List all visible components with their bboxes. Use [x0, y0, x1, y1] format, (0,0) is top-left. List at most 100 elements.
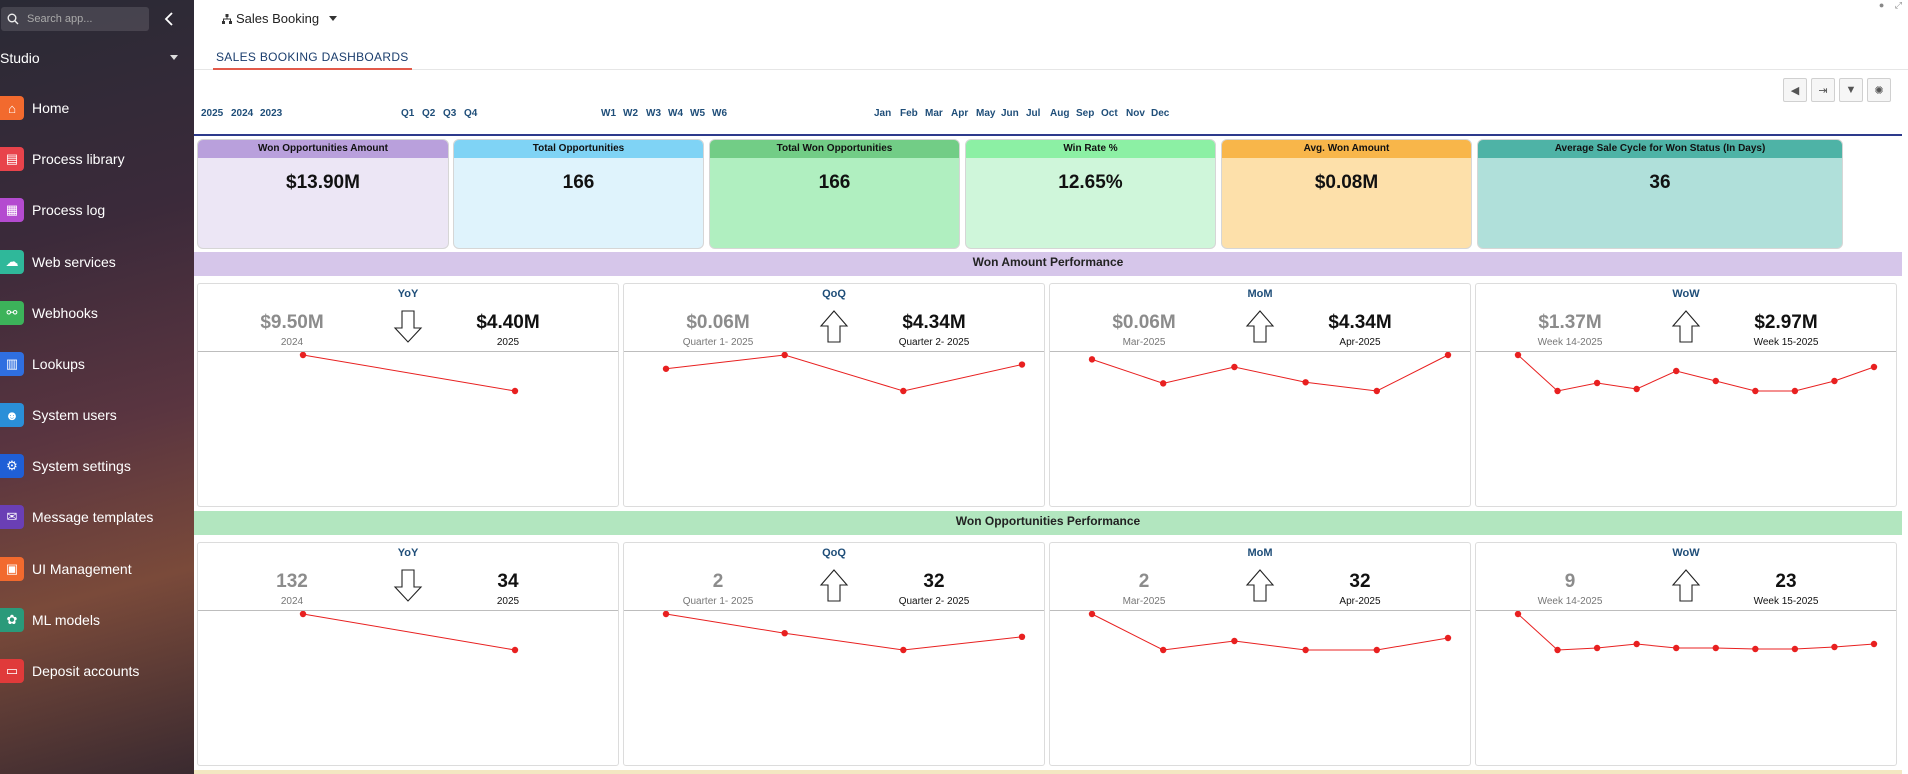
filter-month-may[interactable]: May	[976, 108, 996, 119]
filter-month-jul[interactable]: Jul	[1026, 108, 1041, 119]
divider	[1476, 351, 1896, 352]
previous-value: 2	[712, 571, 724, 592]
filter-month-sep[interactable]: Sep	[1076, 108, 1095, 119]
workspace-label: Studio	[0, 50, 40, 66]
filter-month-jun[interactable]: Jun	[1001, 108, 1019, 119]
trend-chart	[1514, 352, 1878, 395]
filter-month-feb[interactable]: Feb	[900, 108, 918, 119]
data-point	[1752, 387, 1759, 395]
filter-year-2024[interactable]: 2024	[231, 108, 254, 119]
sidebar-item-process-library[interactable]: ▤ Process library	[0, 142, 194, 176]
sidebar-item-message-templates[interactable]: ✉ Message templates	[0, 500, 194, 534]
export-button[interactable]: ⇥	[1811, 78, 1835, 102]
filter-week-w1[interactable]: W1	[601, 108, 616, 119]
arrow-up-icon	[1245, 569, 1275, 603]
kpi-title: Total Won Opportunities	[710, 140, 959, 158]
data-point	[1752, 645, 1759, 653]
megaphone-button[interactable]: ◀	[1783, 78, 1807, 102]
data-point	[511, 387, 519, 395]
data-point	[1088, 356, 1096, 363]
search-input[interactable]	[27, 13, 147, 25]
filter-year-2025[interactable]: 2025	[201, 108, 224, 119]
sidebar-item-system-settings[interactable]: ⚙ System settings	[0, 449, 194, 483]
current-period-label: 2025	[496, 596, 520, 607]
filter-month-aug[interactable]: Aug	[1050, 108, 1070, 119]
sidebar-item-home[interactable]: ⌂ Home	[0, 91, 194, 125]
data-point	[1712, 644, 1719, 652]
kpi-card-won-opportunities-amount: Won Opportunities Amount $13.90M	[197, 139, 449, 249]
caret-down-icon	[329, 15, 338, 21]
trend-line	[1091, 613, 1449, 651]
panel-title: QoQ	[822, 288, 846, 300]
filter-week-w6[interactable]: W6	[712, 108, 727, 119]
filter-month-dec[interactable]: Dec	[1151, 108, 1170, 119]
sidebar-item-label: Message templates	[32, 509, 154, 525]
filter-quarter-q1[interactable]: Q1	[401, 108, 415, 119]
current-period-label: Week 15-2025	[1753, 596, 1819, 607]
search-icon	[7, 13, 19, 25]
previous-period-label: Quarter 1- 2025	[682, 337, 754, 348]
data-point	[299, 352, 307, 359]
arrow-up-icon	[1671, 310, 1701, 344]
filter-month-jan[interactable]: Jan	[874, 108, 892, 119]
divider	[624, 351, 1044, 352]
data-point	[1831, 377, 1838, 385]
workspace-selector[interactable]: Studio	[0, 48, 178, 68]
kpi-value: 166	[818, 172, 851, 193]
panel-title: QoQ	[822, 547, 846, 559]
tab-sales-booking-dashboards[interactable]: SALES BOOKING DASHBOARDS	[213, 48, 412, 70]
sidebar-item-lookups[interactable]: ▥ Lookups	[0, 347, 194, 381]
filter-month-mar[interactable]: Mar	[925, 108, 943, 119]
deposit-icon: ▭	[0, 659, 24, 683]
filter-week-w4[interactable]: W4	[668, 108, 683, 119]
filter-month-nov[interactable]: Nov	[1126, 108, 1145, 119]
data-point	[1633, 385, 1640, 393]
lightbulb-button[interactable]: ✺	[1867, 78, 1891, 102]
filter-quarter-q2[interactable]: Q2	[422, 108, 436, 119]
trend-chart	[299, 611, 519, 654]
filter-week-w2[interactable]: W2	[623, 108, 638, 119]
filter-week-w3[interactable]: W3	[646, 108, 661, 119]
ui-management-icon: ▣	[0, 557, 24, 581]
data-point	[1444, 634, 1452, 642]
data-point	[1088, 611, 1096, 618]
sidebar-item-process-log[interactable]: ▦ Process log	[0, 193, 194, 227]
data-point	[1633, 640, 1640, 648]
filter-week-w5[interactable]: W5	[690, 108, 705, 119]
sidebar-item-web-services[interactable]: ☁ Web services	[0, 245, 194, 279]
sidebar-item-deposit-accounts[interactable]: ▭ Deposit accounts	[0, 654, 194, 688]
filter-quarter-q3[interactable]: Q3	[443, 108, 457, 119]
collapse-sidebar-button[interactable]	[160, 9, 178, 29]
sidebar-item-system-users[interactable]: ☻ System users	[0, 398, 194, 432]
filter-button[interactable]: ▼	[1839, 78, 1863, 102]
current-period-label: Week 15-2025	[1753, 337, 1819, 348]
settings-dot-icon[interactable]: ●	[1878, 0, 1885, 10]
sidebar-item-ui-management[interactable]: ▣ UI Management	[0, 552, 194, 586]
data-point	[1444, 352, 1452, 359]
trend-line	[665, 354, 1023, 392]
trend-line	[665, 613, 1023, 651]
expand-icon[interactable]: ⤢	[1894, 0, 1902, 10]
current-period-label: Quarter 2- 2025	[898, 337, 970, 348]
filter-quarter-q4[interactable]: Q4	[464, 108, 478, 119]
message-template-icon: ✉	[0, 505, 24, 529]
app-switcher[interactable]: Sales Booking	[222, 11, 338, 26]
filter-year-2023[interactable]: 2023	[260, 108, 283, 119]
trend-line	[302, 613, 516, 651]
window-controls: ● ⤢	[1879, 0, 1902, 11]
search-box[interactable]	[1, 7, 149, 31]
kpi-card-average-sale-cycle-for-won-status-in-days: Average Sale Cycle for Won Status (In Da…	[1477, 139, 1843, 249]
sidebar-item-webhooks[interactable]: ⚯ Webhooks	[0, 296, 194, 330]
kpi-card-avg-won-amount: Avg. Won Amount $0.08M	[1221, 139, 1472, 249]
arrow-down-icon	[393, 569, 423, 603]
process-log-icon: ▦	[0, 198, 24, 222]
sidebar-item-ml-models[interactable]: ✿ ML models	[0, 603, 194, 637]
lookup-icon: ▥	[0, 352, 24, 376]
filter-month-oct[interactable]: Oct	[1101, 108, 1118, 119]
settings-icon: ⚙	[0, 454, 24, 478]
caret-down-icon	[170, 55, 178, 60]
filter-month-apr[interactable]: Apr	[951, 108, 969, 119]
current-value: 32	[923, 571, 945, 592]
kpi-title: Avg. Won Amount	[1222, 140, 1471, 158]
trend-line	[302, 354, 516, 392]
